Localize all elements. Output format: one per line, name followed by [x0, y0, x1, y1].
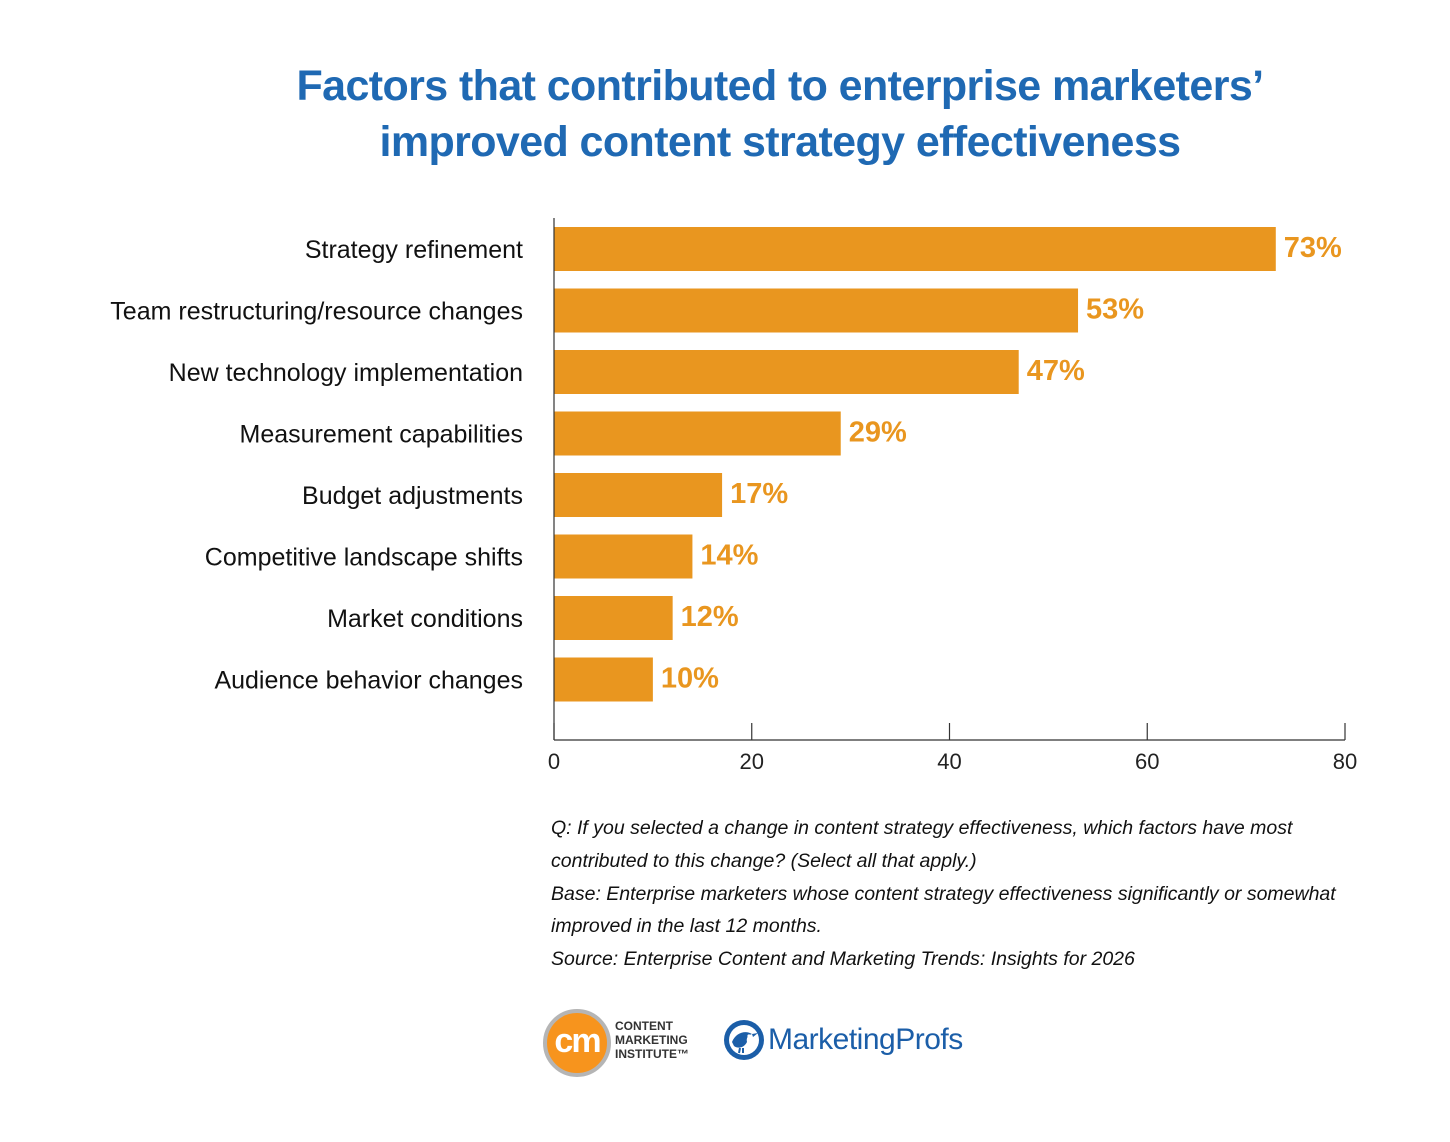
value-label-new-technology-implementation: 47% [1027, 355, 1085, 387]
cmi-logo-mark: cm [543, 1009, 611, 1077]
question-note: Q: If you selected a change in content s… [551, 817, 1293, 872]
source-note: Source: Enterprise Content and Marketing… [551, 948, 1135, 971]
category-labels: Strategy refinement Team restructuring/re… [110, 236, 523, 695]
bar-audience-behavior-changes [554, 657, 653, 702]
value-labels: 73% 53%47% 29% 17% 14% 12% 10% [661, 232, 1342, 695]
cmi-logo-text: CONTENT MARKETING INSTITUTE™ [615, 1019, 689, 1061]
cmi-logo-line-1: CONTENT [615, 1019, 673, 1033]
chart-title-line-1: Factors that contributed to enterprise m… [296, 62, 1264, 110]
bars [554, 227, 1276, 702]
cmi-logo-line-2: MARKETING [615, 1033, 688, 1047]
bar-new-technology-implementation [554, 350, 1019, 394]
value-label-market-conditions: 12% [681, 601, 739, 633]
bar-strategy-refinement [554, 227, 1276, 271]
chart-title-line-2: improved content strategy effectiveness [379, 118, 1181, 166]
cmi-logo: cm CONTENT MARKETING INSTITUTE™ [543, 1009, 689, 1079]
category-label-market-conditions: Market conditions [327, 605, 523, 633]
category-label-budget-adjustments: Budget adjustments [302, 482, 523, 510]
value-label-strategy-refinement: 73% [1284, 232, 1342, 264]
category-label-strategy-refinement: Strategy refinement [305, 236, 523, 264]
value-label-measurement-capabilities: 29% [849, 417, 907, 449]
value-label-budget-adjustments: 17% [730, 478, 788, 510]
base-note: Base: Enterprise marketers whose content… [551, 882, 1336, 938]
bar-market-conditions [554, 596, 673, 640]
category-label-competitive-landscape-shifts: Competitive landscape shifts [205, 544, 523, 572]
chart-notes: Q: If you selected a change in content s… [551, 812, 1391, 976]
chart-title: Factors that contributed to enterprise m… [180, 58, 1380, 170]
bar-budget-adjustments [554, 473, 723, 517]
x-tick-label-60: 60 [1135, 749, 1159, 774]
cmi-logo-line-3: INSTITUTE™ [615, 1047, 689, 1061]
bird-icon [724, 1020, 764, 1060]
category-label-measurement-capabilities: Measurement capabilities [240, 421, 523, 449]
bar-team-restructuring-resource-changes [554, 288, 1079, 333]
value-label-audience-behavior-changes: 10% [661, 663, 719, 695]
axes: 0 20 40 60 80 [548, 218, 1357, 774]
category-label-new-technology-implementation: New technology implementation [169, 359, 523, 387]
value-label-competitive-landscape-shifts: 14% [700, 540, 758, 572]
bar-measurement-capabilities [554, 411, 841, 456]
x-tick-label-80: 80 [1333, 749, 1357, 774]
category-label-audience-behavior-changes: Audience behavior changes [214, 667, 523, 695]
value-label-team-restructuring-resource-changes: 53% [1086, 294, 1144, 326]
x-tick-label-0: 0 [548, 749, 560, 774]
x-tick-label-40: 40 [937, 749, 961, 774]
bar-chart: Strategy refinement Team restructuring/re… [110, 218, 1357, 774]
category-label-team-restructuring-resource-changes: Team restructuring/resource changes [110, 298, 523, 326]
marketingprofs-wordmark: MarketingProfs [768, 1023, 963, 1056]
x-tick-label-20: 20 [740, 749, 764, 774]
bar-competitive-landscape-shifts [554, 534, 693, 579]
